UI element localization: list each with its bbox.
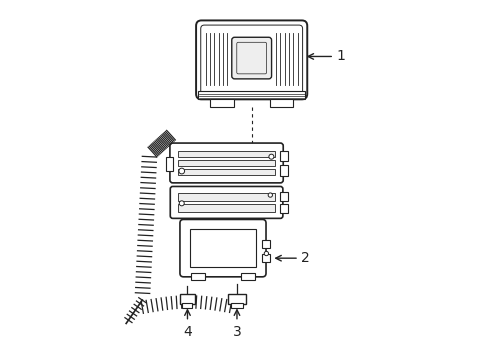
FancyBboxPatch shape <box>231 37 271 79</box>
Text: 2: 2 <box>300 251 309 265</box>
Bar <box>182 303 192 308</box>
Circle shape <box>179 201 184 206</box>
FancyBboxPatch shape <box>236 42 266 74</box>
Bar <box>280 204 287 213</box>
Circle shape <box>268 154 273 159</box>
Bar <box>190 273 204 280</box>
Text: 1: 1 <box>335 49 344 63</box>
Bar <box>198 91 305 99</box>
FancyBboxPatch shape <box>201 25 302 95</box>
Circle shape <box>179 168 184 174</box>
Circle shape <box>264 251 268 256</box>
FancyBboxPatch shape <box>170 186 282 219</box>
Bar <box>241 273 255 280</box>
Bar <box>228 294 245 304</box>
Bar <box>178 193 274 201</box>
Bar <box>280 192 287 201</box>
Bar <box>178 160 274 166</box>
Bar <box>178 169 274 175</box>
Bar <box>210 99 233 107</box>
Bar <box>231 303 242 308</box>
Bar <box>190 229 255 267</box>
Text: 4: 4 <box>183 324 191 338</box>
Bar <box>178 204 274 212</box>
Circle shape <box>267 193 272 197</box>
FancyBboxPatch shape <box>169 143 283 183</box>
Bar <box>165 157 172 171</box>
Bar <box>280 150 287 161</box>
Bar <box>262 240 270 248</box>
Text: 3: 3 <box>232 324 241 338</box>
Bar <box>178 151 274 157</box>
Bar <box>269 99 292 107</box>
Bar <box>180 294 195 304</box>
Bar <box>280 165 287 176</box>
FancyBboxPatch shape <box>180 220 265 277</box>
FancyBboxPatch shape <box>196 21 306 99</box>
Bar <box>262 253 270 262</box>
